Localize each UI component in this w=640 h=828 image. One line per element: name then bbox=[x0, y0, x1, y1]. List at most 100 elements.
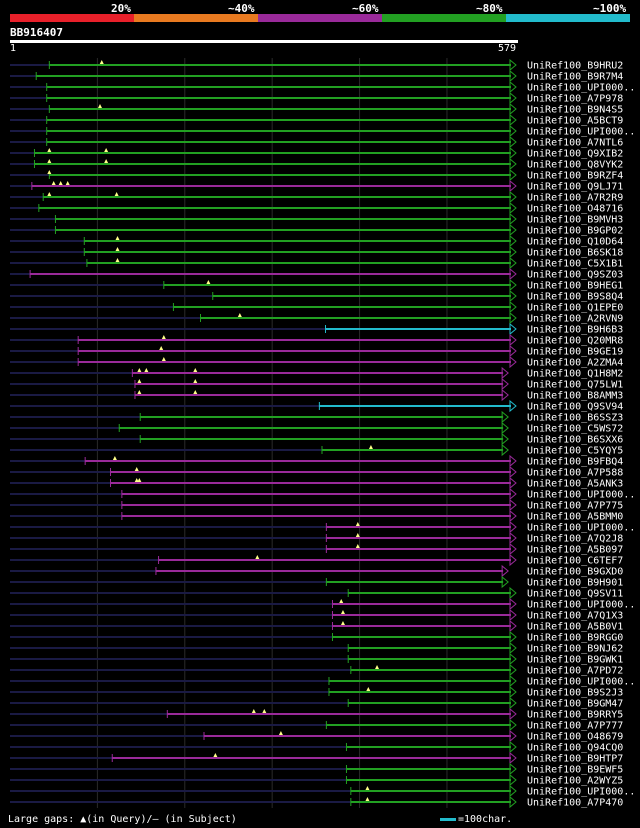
hit-label[interactable]: UniRef100_B9RZF4 bbox=[527, 171, 623, 182]
hit-row[interactable]: UniRef100_C5YQY5 bbox=[10, 443, 623, 457]
hit-label[interactable]: UniRef100_B9N4S5 bbox=[527, 105, 623, 116]
hit-label[interactable]: UniRef100_A7P470 bbox=[527, 798, 623, 809]
hit-row[interactable]: UniRef100_Q9LJ71 bbox=[10, 179, 623, 193]
hit-label[interactable]: UniRef100_B9MVH3 bbox=[527, 215, 623, 226]
hit-row[interactable]: UniRef100_Q9SZ03 bbox=[10, 267, 623, 281]
hit-label[interactable]: UniRef100_C5YQY5 bbox=[527, 446, 623, 457]
hit-label[interactable]: UniRef100_B9GM47 bbox=[527, 699, 623, 710]
hit-row[interactable]: UniRef100_A7NTL6 bbox=[10, 135, 623, 149]
hit-row[interactable]: UniRef100_B9RGG0 bbox=[10, 630, 623, 644]
hit-row[interactable]: UniRef100_A7R2R9 bbox=[10, 190, 623, 204]
hit-label[interactable]: UniRef100_A7P775 bbox=[527, 501, 623, 512]
hit-row[interactable]: UniRef100_A5BMM0 bbox=[10, 509, 623, 523]
hit-label[interactable]: UniRef100_A2ZMA4 bbox=[527, 358, 623, 369]
hit-label[interactable]: UniRef100_B9H901 bbox=[527, 578, 623, 589]
hit-label[interactable]: UniRef100_Q9SZ03 bbox=[527, 270, 623, 281]
hit-label[interactable]: UniRef100_C5WS72 bbox=[527, 424, 623, 435]
hit-label[interactable]: UniRef100_B9RGG0 bbox=[527, 633, 623, 644]
hit-row[interactable]: UniRef100_A7Q2J8 bbox=[10, 531, 623, 545]
hit-row[interactable]: UniRef100_Q1EPE0 bbox=[10, 300, 623, 314]
hit-label[interactable]: UniRef100_A5BCT9 bbox=[527, 116, 623, 127]
hit-label[interactable]: UniRef100_O48679 bbox=[527, 732, 623, 743]
hit-row[interactable]: UniRef100_A7P777 bbox=[10, 718, 623, 732]
hit-label[interactable]: UniRef100_A7Q2J8 bbox=[527, 534, 623, 545]
hit-row[interactable]: UniRef100_B9N4S5 bbox=[10, 102, 623, 116]
hit-label[interactable]: UniRef100_B9H6B3 bbox=[527, 325, 623, 336]
hit-row[interactable]: UniRef100_A7P775 bbox=[10, 498, 623, 512]
hit-row[interactable]: UniRef100_Q9SV94 bbox=[10, 399, 623, 413]
hit-label[interactable]: UniRef100_B9R7M4 bbox=[527, 72, 623, 83]
hit-label[interactable]: UniRef100_B9FBQ4 bbox=[527, 457, 623, 468]
hit-row[interactable]: UniRef100_B9GE19 bbox=[10, 344, 623, 358]
hit-row[interactable]: UniRef100_Q75LW1 bbox=[10, 377, 623, 391]
hit-row[interactable]: UniRef100_A7PD72 bbox=[10, 663, 623, 677]
hit-row[interactable]: UniRef100_C6TEF7 bbox=[10, 553, 623, 567]
hit-label[interactable]: UniRef100_A5B0V1 bbox=[527, 622, 623, 633]
hit-row[interactable]: UniRef100_B9H901 bbox=[10, 575, 623, 589]
hit-label[interactable]: UniRef100_B9S8Q4 bbox=[527, 292, 623, 303]
hit-row[interactable]: UniRef100_A5B097 bbox=[10, 542, 623, 556]
hit-label[interactable]: UniRef100_Q9SV11 bbox=[527, 589, 623, 600]
hit-label[interactable]: UniRef100_B9NJ62 bbox=[527, 644, 623, 655]
hit-row[interactable]: UniRef100_UPI000.. bbox=[10, 784, 635, 798]
hit-label[interactable]: UniRef100_A7NTL6 bbox=[527, 138, 623, 149]
hit-row[interactable]: UniRef100_O48679 bbox=[10, 729, 623, 743]
hit-row[interactable]: UniRef100_B9NJ62 bbox=[10, 641, 623, 655]
hit-row[interactable]: UniRef100_B9RZF4 bbox=[10, 168, 623, 182]
hit-row[interactable]: UniRef100_A7Q1X3 bbox=[10, 608, 623, 622]
hit-label[interactable]: UniRef100_B9S2J3 bbox=[527, 688, 623, 699]
hit-row[interactable]: UniRef100_B9GXD0 bbox=[10, 564, 623, 578]
hit-row[interactable]: UniRef100_Q8VYK2 bbox=[10, 157, 623, 171]
hit-label[interactable]: UniRef100_Q10D64 bbox=[527, 237, 623, 248]
hit-row[interactable]: UniRef100_B9HTP7 bbox=[10, 751, 623, 765]
hit-row[interactable]: UniRef100_UPI000.. bbox=[10, 124, 635, 138]
hit-row[interactable]: UniRef100_UPI000.. bbox=[10, 520, 635, 534]
hit-row[interactable]: UniRef100_B9HRU2 bbox=[10, 58, 623, 72]
hit-label[interactable]: UniRef100_UPI000.. bbox=[527, 127, 635, 138]
hit-row[interactable]: UniRef100_B9RRY5 bbox=[10, 707, 623, 721]
hit-row[interactable]: UniRef100_A7P588 bbox=[10, 465, 623, 479]
hit-label[interactable]: UniRef100_Q1H8M2 bbox=[527, 369, 623, 380]
hit-label[interactable]: UniRef100_A7P588 bbox=[527, 468, 623, 479]
hit-row[interactable]: UniRef100_C5WS72 bbox=[10, 421, 623, 435]
hit-label[interactable]: UniRef100_C5X1B1 bbox=[527, 259, 623, 270]
hit-label[interactable]: UniRef100_UPI000.. bbox=[527, 677, 635, 688]
hit-label[interactable]: UniRef100_B9HEG1 bbox=[527, 281, 623, 292]
hit-row[interactable]: UniRef100_B9H6B3 bbox=[10, 322, 623, 336]
hit-row[interactable]: UniRef100_B9GWK1 bbox=[10, 652, 623, 666]
hit-row[interactable]: UniRef100_B9FBQ4 bbox=[10, 454, 623, 468]
hit-row[interactable]: UniRef100_UPI000.. bbox=[10, 80, 635, 94]
hit-label[interactable]: UniRef100_Q1EPE0 bbox=[527, 303, 623, 314]
hit-row[interactable]: UniRef100_B9GP02 bbox=[10, 223, 623, 237]
hit-row[interactable]: UniRef100_C5X1B1 bbox=[10, 256, 623, 270]
hit-label[interactable]: UniRef100_B6SSZ3 bbox=[527, 413, 623, 424]
hit-row[interactable]: UniRef100_UPI000.. bbox=[10, 487, 635, 501]
hit-label[interactable]: UniRef100_Q9SV94 bbox=[527, 402, 623, 413]
hit-label[interactable]: UniRef100_UPI000.. bbox=[527, 490, 635, 501]
hit-row[interactable]: UniRef100_B9R7M4 bbox=[10, 69, 623, 83]
hit-label[interactable]: UniRef100_A7PD72 bbox=[527, 666, 623, 677]
hit-label[interactable]: UniRef100_B9GXD0 bbox=[527, 567, 623, 578]
hit-row[interactable]: UniRef100_B6SSZ3 bbox=[10, 410, 623, 424]
hit-row[interactable]: UniRef100_B6SK18 bbox=[10, 245, 623, 259]
hit-label[interactable]: UniRef100_C6TEF7 bbox=[527, 556, 623, 567]
hit-row[interactable]: UniRef100_B9S2J3 bbox=[10, 685, 623, 699]
hit-label[interactable]: UniRef100_B9HRU2 bbox=[527, 61, 623, 72]
hit-label[interactable]: UniRef100_Q94CQ0 bbox=[527, 743, 623, 754]
hit-row[interactable]: UniRef100_A7P470 bbox=[10, 795, 623, 809]
hit-row[interactable]: UniRef100_B6SXX6 bbox=[10, 432, 623, 446]
hit-label[interactable]: UniRef100_Q8VYK2 bbox=[527, 160, 623, 171]
hit-label[interactable]: UniRef100_A5BMM0 bbox=[527, 512, 623, 523]
hit-row[interactable]: UniRef100_A2ZMA4 bbox=[10, 355, 623, 369]
hit-label[interactable]: UniRef100_A7P978 bbox=[527, 94, 623, 105]
hit-row[interactable]: UniRef100_Q1H8M2 bbox=[10, 366, 623, 380]
hit-label[interactable]: UniRef100_B6SK18 bbox=[527, 248, 623, 259]
hit-label[interactable]: UniRef100_A5ANK3 bbox=[527, 479, 623, 490]
hit-row[interactable]: UniRef100_A5BCT9 bbox=[10, 113, 623, 127]
hit-label[interactable]: UniRef100_A7P777 bbox=[527, 721, 623, 732]
hit-label[interactable]: UniRef100_Q9XIB2 bbox=[527, 149, 623, 160]
hit-row[interactable]: UniRef100_A5ANK3 bbox=[10, 476, 623, 490]
hit-row[interactable]: UniRef100_Q94CQ0 bbox=[10, 740, 623, 754]
hit-row[interactable]: UniRef100_A2RVN9 bbox=[10, 311, 623, 325]
hit-label[interactable]: UniRef100_B9GWK1 bbox=[527, 655, 623, 666]
